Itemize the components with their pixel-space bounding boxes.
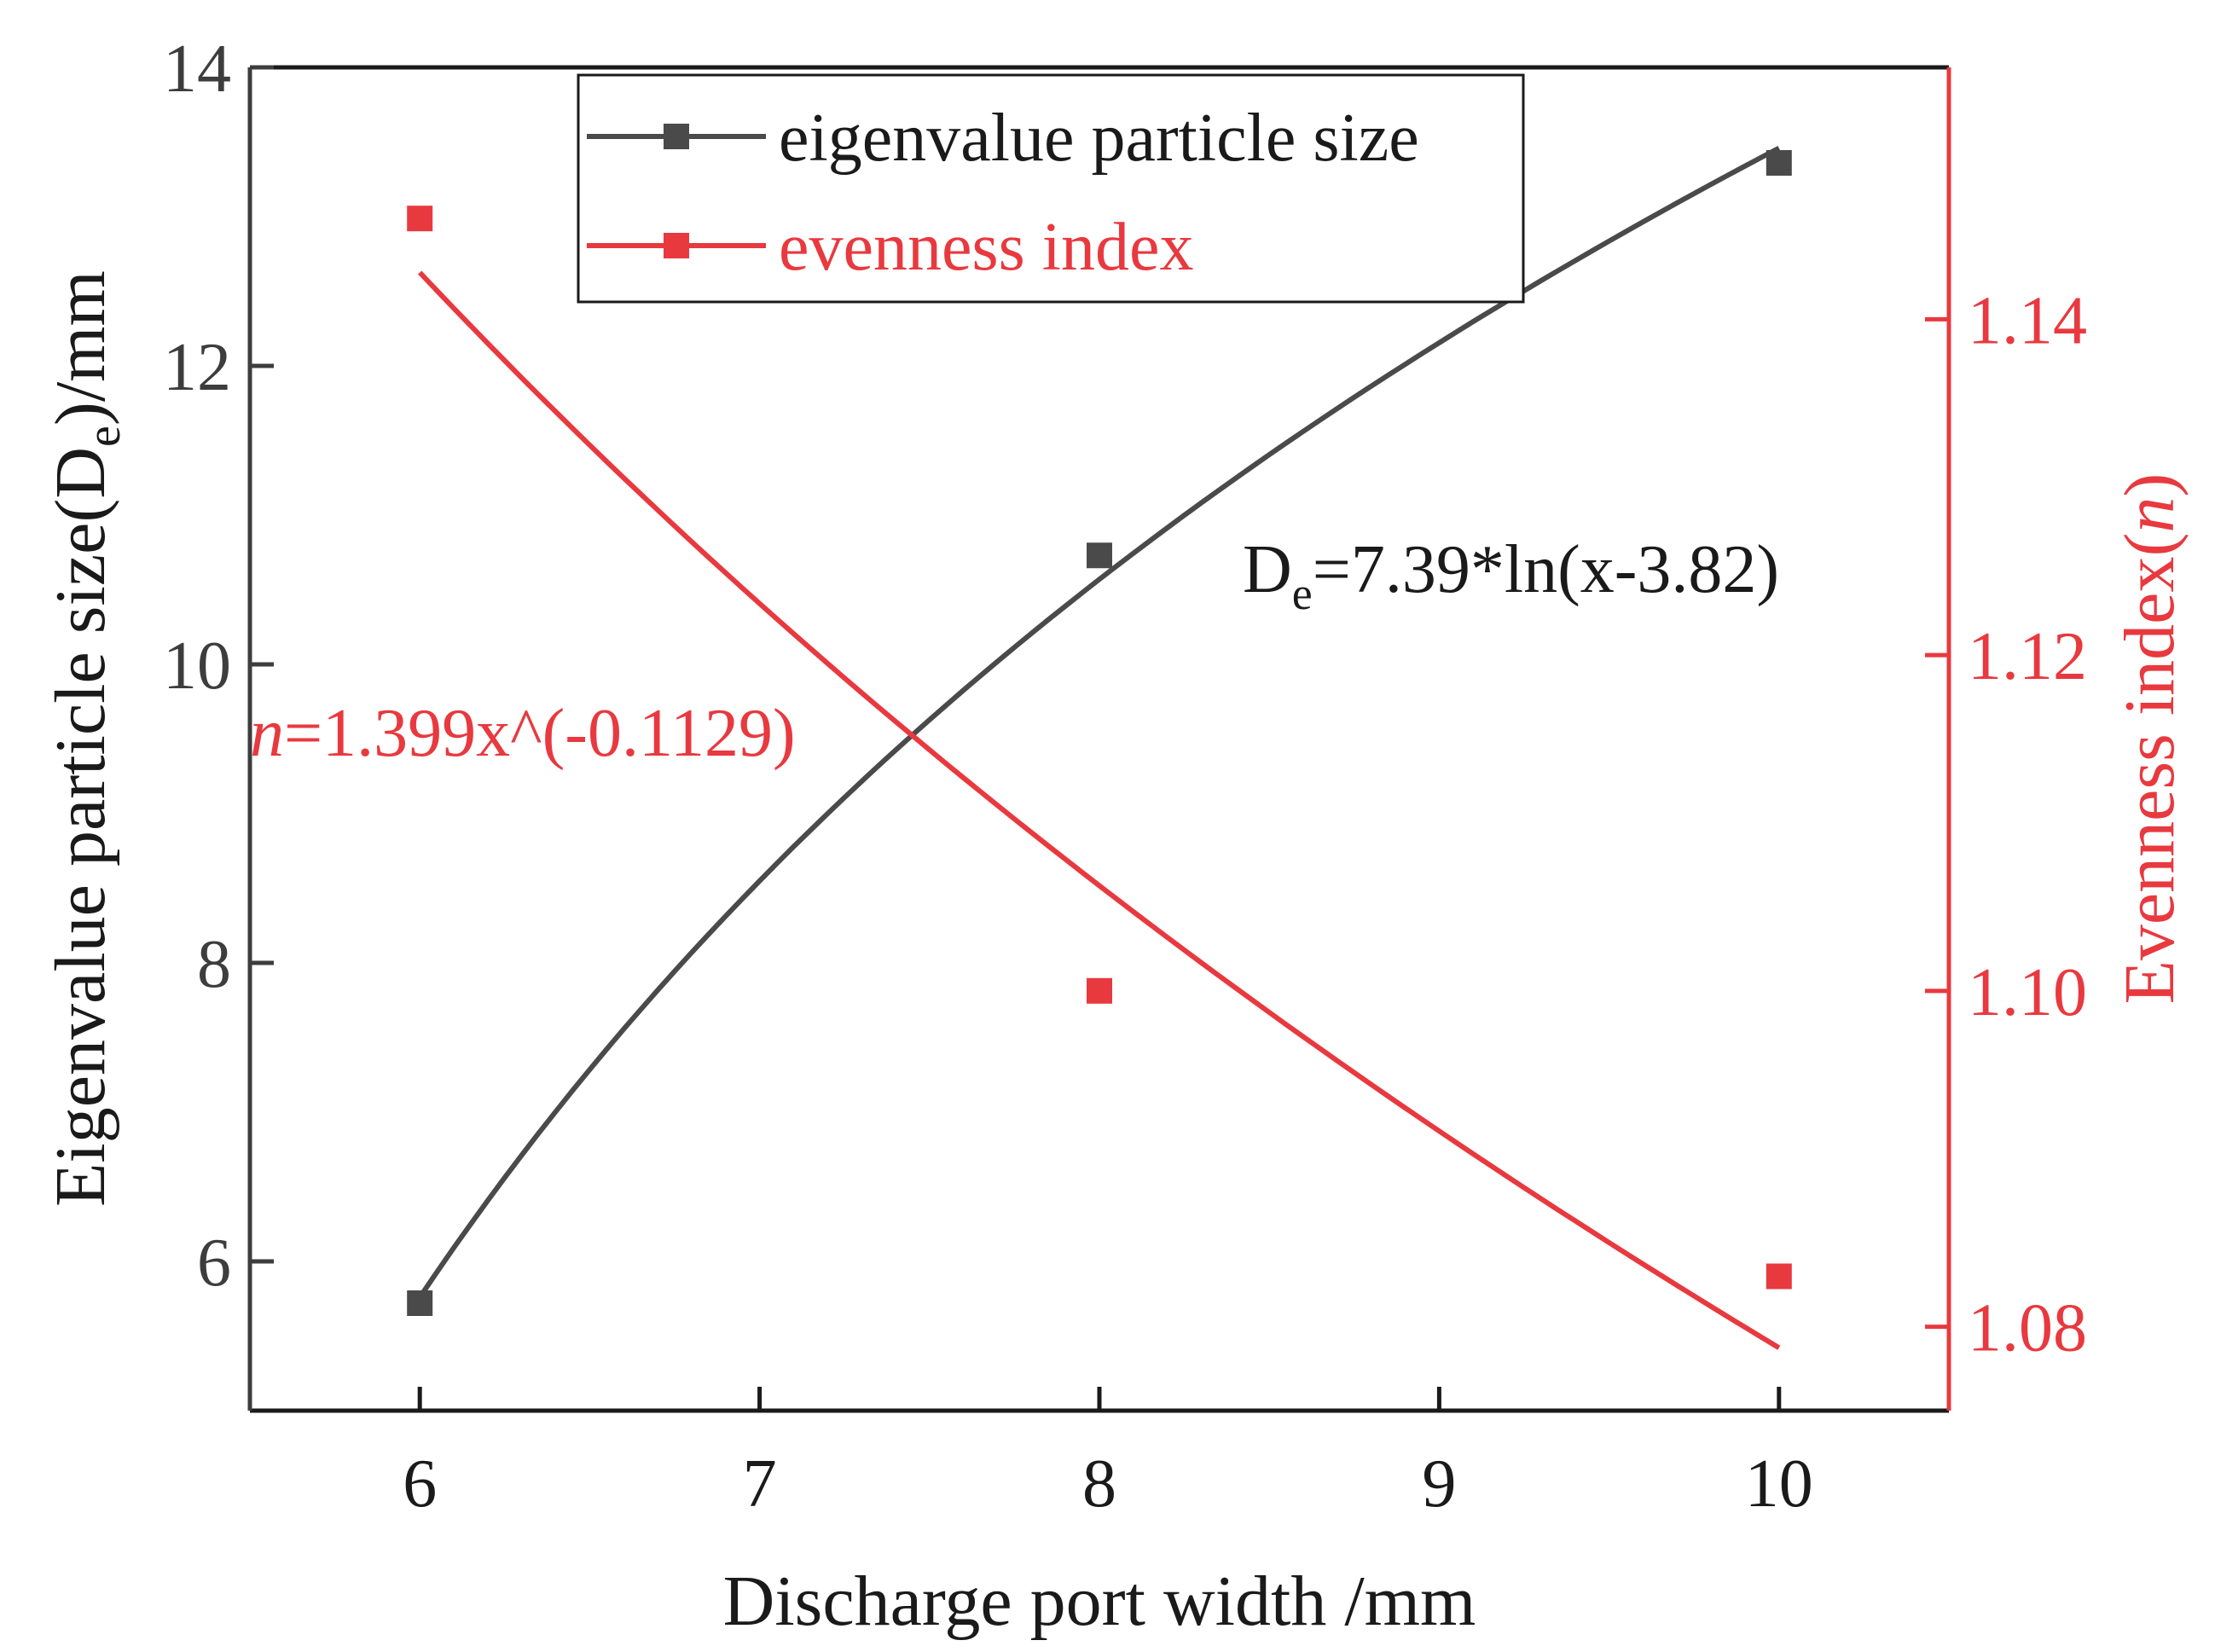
right-y-axis-title-tail: ) [2110, 473, 2189, 497]
x-tick-label: 6 [403, 1446, 437, 1522]
eigenvalue-fit-text: =7.39*ln(x-3.82) [1313, 532, 1779, 607]
left-y-axis-title-main: Eigenvalue particle size(D [41, 447, 120, 1207]
x-axis-ticks: 6 7 8 9 10 [403, 1387, 1813, 1522]
x-tick-label: 10 [1745, 1446, 1813, 1522]
evenness-fit-italic: n [250, 696, 284, 771]
right-y-tick-label: 1.10 [1968, 955, 2087, 1030]
left-y-tick-label: 8 [197, 927, 231, 1002]
eigenvalue-fit-curve [417, 145, 1781, 1299]
evenness-fit-text: =1.399x^(-0.1129) [284, 696, 796, 771]
eigenvalue-data-point [407, 1290, 433, 1316]
x-tick-label: 8 [1082, 1446, 1116, 1522]
legend-marker-eigenvalue [664, 124, 689, 149]
eigenvalue-fit-equation: De=7.39*ln(x-3.82) [1243, 532, 1779, 619]
evenness-data-point [407, 206, 433, 232]
eigenvalue-fit-prefix: D [1243, 532, 1292, 607]
series-layer [407, 145, 1792, 1350]
left-y-tick-label: 10 [163, 629, 231, 704]
left-y-axis-title-tail: )/mm [41, 270, 120, 426]
right-y-axis-title-main: Evenness index( [2110, 533, 2189, 1005]
left-y-axis-title: Eigenvalue particle size(De)/mm [41, 270, 130, 1207]
right-y-tick-label: 1.12 [1968, 619, 2087, 694]
right-y-tick-label: 1.08 [1968, 1291, 2087, 1366]
right-y-axis-title: Evenness index(n) [2110, 473, 2189, 1005]
evenness-fit-curve [418, 270, 1781, 1350]
legend-label-evenness: evenness index [779, 210, 1194, 285]
x-tick-label: 9 [1422, 1446, 1456, 1522]
right-y-axis-ticks: 1.08 1.10 1.12 1.14 [1925, 283, 2087, 1366]
right-y-axis-title-italic: n [2110, 497, 2189, 533]
right-y-tick-label: 1.14 [1968, 283, 2087, 358]
evenness-data-point [1766, 1263, 1792, 1290]
eigenvalue-fit-sub: e [1292, 568, 1313, 619]
left-y-tick-label: 6 [197, 1226, 231, 1301]
eigenvalue-data-point [1766, 150, 1792, 176]
legend-label-eigenvalue: eigenvalue particle size [779, 101, 1419, 176]
eigenvalue-data-point [1087, 542, 1112, 569]
legend-marker-evenness [664, 233, 689, 258]
legend-box [577, 73, 1525, 304]
left-y-tick-label: 12 [163, 330, 231, 405]
evenness-data-point [1087, 977, 1112, 1004]
evenness-fit-equation: n=1.399x^(-0.1129) [250, 696, 796, 771]
left-y-axis-title-sub: e [78, 426, 130, 447]
x-tick-label: 7 [743, 1446, 777, 1522]
x-axis-title: Discharge port width /mm [723, 1562, 1476, 1641]
left-y-tick-label: 14 [163, 32, 231, 107]
legend: eigenvalue particle size evenness index [577, 73, 1525, 304]
left-y-axis-ticks: 6 8 10 12 14 [163, 32, 274, 1301]
